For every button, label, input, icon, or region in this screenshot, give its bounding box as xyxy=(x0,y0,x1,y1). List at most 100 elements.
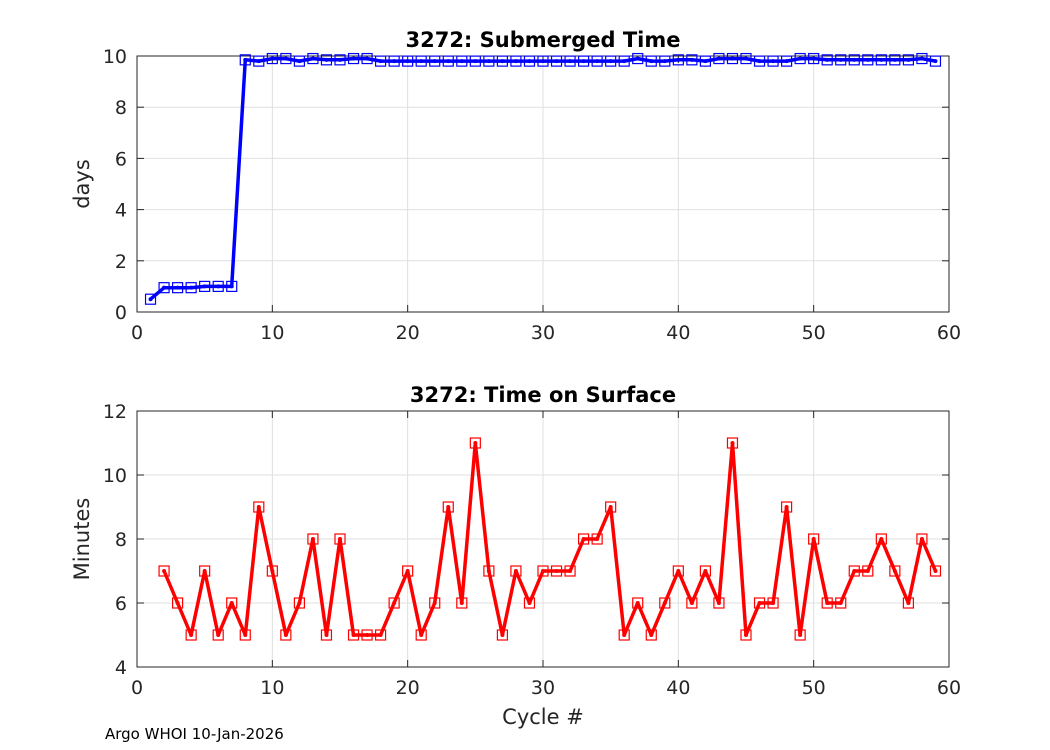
submerged-data-point-dot xyxy=(392,59,397,64)
submerged-data-point xyxy=(442,55,454,67)
footer-credit: Argo WHOI 10-Jan-2026 xyxy=(105,725,284,743)
submerged-data-point xyxy=(375,55,387,67)
surface-data-point-dot xyxy=(473,441,478,445)
surface-data-point xyxy=(713,597,725,609)
surface-data-point xyxy=(808,533,820,545)
surface-data-point-dot xyxy=(256,505,261,509)
surface-data-point xyxy=(902,597,915,609)
surface-data-point-dot xyxy=(622,633,627,637)
surface-data-point xyxy=(645,629,657,641)
submerged-data-point-dot xyxy=(771,59,776,64)
submerged-data-point-dot xyxy=(175,285,180,290)
submerged-title: 3272: Submerged Time xyxy=(405,28,680,52)
submerged-data-point-dot xyxy=(865,57,870,62)
surface-data-point-dot xyxy=(338,537,342,541)
submerged-data-point xyxy=(496,55,508,67)
submerged-data-point xyxy=(835,54,847,66)
surface-data-point-dot xyxy=(595,537,600,541)
submerged-data-point xyxy=(726,52,739,65)
submerged-data-point xyxy=(862,54,874,66)
submerged-data-point xyxy=(753,55,766,67)
surface-data-point xyxy=(415,629,427,641)
surface-data-point-dot xyxy=(838,601,843,605)
surface-data-point-dot xyxy=(744,633,748,637)
submerged-data-point-dot xyxy=(513,59,518,64)
submerged-data-point-dot xyxy=(649,59,654,64)
submerged-data-point-dot xyxy=(270,56,275,61)
submerged-data-point xyxy=(415,55,427,67)
surface-data-point xyxy=(469,437,481,449)
submerged-data-point xyxy=(144,293,157,305)
submerged-ytick-label-5: 10 xyxy=(103,46,127,68)
surface-data-point-dot xyxy=(446,505,451,509)
submerged-data-point xyxy=(591,55,603,67)
submerged-data-point xyxy=(875,54,887,66)
submerged-data-point xyxy=(307,52,319,65)
surface-xtick-label-4: 40 xyxy=(666,677,690,699)
surface-data-point xyxy=(686,597,698,609)
submerged-data-point-dot xyxy=(486,59,491,64)
surface-data-point xyxy=(875,533,887,545)
surface-data-point-dot xyxy=(689,601,694,605)
surface-data-point-dot xyxy=(527,601,532,605)
surface-data-point xyxy=(185,629,197,641)
submerged-data-point-dot xyxy=(324,57,329,62)
submerged-xtick-label-0: 0 xyxy=(131,322,143,344)
surface-ytick-label-1: 6 xyxy=(115,593,127,615)
submerged-data-point xyxy=(456,55,468,67)
surface-data-point xyxy=(848,565,860,577)
submerged-data-point xyxy=(483,55,495,67)
surface-data-point xyxy=(199,565,211,577)
submerged-data-point xyxy=(172,282,184,294)
surface-data-point-dot xyxy=(581,537,586,541)
submerged-data-point xyxy=(902,54,915,66)
surface-ytick-label-3: 10 xyxy=(103,465,127,487)
surface-series-line xyxy=(162,441,938,637)
submerged-data-point xyxy=(632,52,644,65)
surface-data-point-dot xyxy=(933,569,938,573)
submerged-data-point-dot xyxy=(378,59,383,64)
submerged-data-point xyxy=(158,282,170,294)
surface-data-point-dot xyxy=(297,601,302,605)
surface-data-point-dot xyxy=(798,633,803,637)
surface-data-point xyxy=(577,533,590,545)
surface-data-point xyxy=(780,501,793,513)
submerged-data-point xyxy=(537,55,549,67)
surface-data-point xyxy=(916,533,928,545)
surface-data-point xyxy=(293,597,305,609)
surface-xtick-label-1: 10 xyxy=(260,677,284,699)
surface-data-point xyxy=(889,565,901,577)
submerged-xtick-label-1: 10 xyxy=(260,322,284,344)
submerged-data-point xyxy=(347,52,360,65)
submerged-xtick-label-3: 30 xyxy=(531,322,555,344)
surface-data-point xyxy=(212,629,224,641)
submerged-data-point-dot xyxy=(703,59,708,64)
surface-data-point xyxy=(699,565,712,577)
surface-data-point xyxy=(835,597,847,609)
submerged-data-point-dot xyxy=(189,285,194,290)
submerged-data-point-dot xyxy=(500,59,505,64)
surface-data-point xyxy=(402,565,414,577)
submerged-data-point-dot xyxy=(338,57,342,62)
surface-data-point-dot xyxy=(419,633,424,637)
submerged-data-point xyxy=(794,52,806,65)
surface-data-point xyxy=(564,565,576,577)
submerged-data-point-dot xyxy=(838,57,843,62)
submerged-data-point-dot xyxy=(933,59,938,64)
submerged-data-point xyxy=(429,55,441,67)
submerged-data-point-dot xyxy=(432,59,437,64)
surface-xtick-label-5: 50 xyxy=(802,677,826,699)
submerged-data-point xyxy=(334,54,346,66)
surface-data-point xyxy=(929,565,942,577)
surface-data-point-dot xyxy=(757,601,762,605)
surface-data-point xyxy=(605,501,617,513)
submerged-data-point xyxy=(808,52,820,65)
submerged-data-point xyxy=(199,280,211,292)
submerged-data-point-dot xyxy=(216,284,221,289)
submerged-data-point-dot xyxy=(595,59,600,64)
surface-data-point xyxy=(591,533,603,545)
surface-data-point-dot xyxy=(892,569,897,573)
submerged-data-point-dot xyxy=(798,56,803,61)
surface-title: 3272: Time on Surface xyxy=(410,383,676,407)
surface-data-point-dot xyxy=(283,633,288,637)
